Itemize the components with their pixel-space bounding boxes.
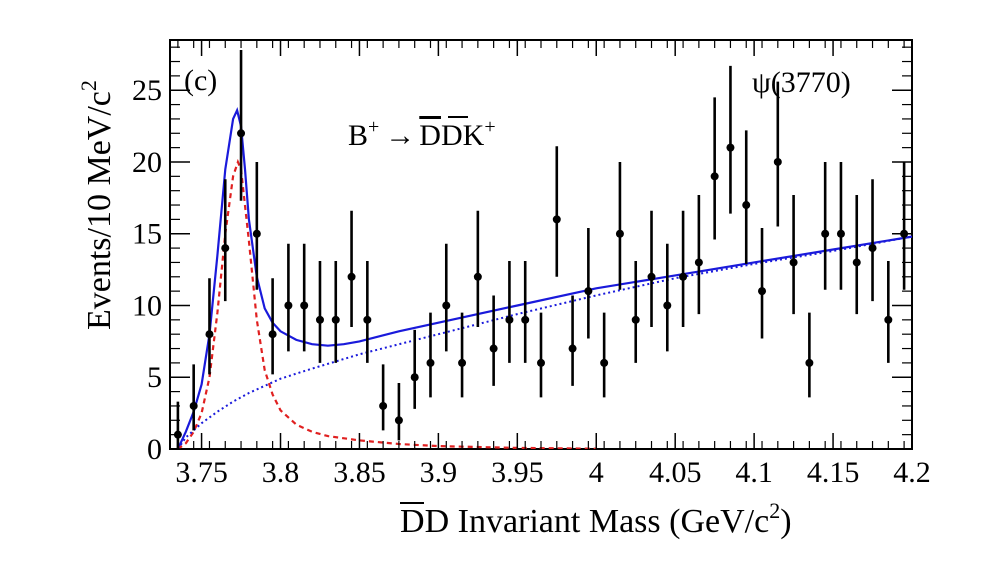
decay-rest: DK xyxy=(441,119,485,152)
data-point xyxy=(552,215,561,224)
data-point xyxy=(505,315,514,324)
y-axis-title-main: Events/10 MeV/c xyxy=(81,91,118,330)
data-point xyxy=(284,301,293,310)
y-tick-label: 15 xyxy=(132,218,162,251)
data-point xyxy=(473,272,482,281)
data-point xyxy=(852,258,861,267)
decay-arrow: → xyxy=(385,119,415,152)
panel-label: (c) xyxy=(184,64,217,97)
data-point xyxy=(694,258,703,267)
data-point xyxy=(710,172,719,181)
x-tick-label: 4.2 xyxy=(893,456,931,489)
y-tick-label: 25 xyxy=(132,74,162,107)
decay-lhs: B xyxy=(348,119,368,152)
x-tick-label: 3.75 xyxy=(175,456,228,489)
resonance-label: ψ(3770) xyxy=(752,66,851,99)
y-axis-title: Events/10 MeV/c2 xyxy=(76,80,118,330)
x-tick-label: 4.1 xyxy=(735,456,773,489)
decay-lhs-charge: + xyxy=(368,116,379,138)
data-point xyxy=(363,315,372,324)
data-point xyxy=(347,272,356,281)
data-point xyxy=(805,358,814,367)
data-point xyxy=(237,129,246,138)
x-tick-label: 3.9 xyxy=(420,456,458,489)
data-point xyxy=(252,229,261,238)
data-point xyxy=(268,330,277,339)
x-axis-title-dbar: D xyxy=(400,503,425,540)
data-point xyxy=(458,358,467,367)
x-tick-label: 4.15 xyxy=(807,456,860,489)
x-axis-title-tail: ) xyxy=(780,503,791,540)
data-point xyxy=(379,401,388,410)
data-point xyxy=(679,272,688,281)
data-point xyxy=(836,229,845,238)
data-point xyxy=(521,315,530,324)
x-tick-label: 3.95 xyxy=(491,456,544,489)
y-axis-title-sup: 2 xyxy=(76,80,101,91)
data-point xyxy=(821,229,830,238)
data-point xyxy=(442,301,451,310)
data-point xyxy=(568,344,577,353)
data-point xyxy=(647,272,656,281)
data-point xyxy=(758,287,767,296)
y-tick-label: 10 xyxy=(132,289,162,322)
x-tick-label: 4.05 xyxy=(649,456,702,489)
x-tick-label: 4 xyxy=(589,456,604,489)
data-point xyxy=(537,358,545,367)
data-point xyxy=(426,358,435,367)
curve-signal xyxy=(177,158,597,449)
data-point xyxy=(300,301,309,310)
y-tick-label: 5 xyxy=(147,361,162,394)
y-tick-label: 0 xyxy=(147,433,162,466)
data-point xyxy=(663,301,672,310)
data-point xyxy=(394,416,403,425)
decay-dbar: D xyxy=(419,119,441,152)
data-point xyxy=(742,201,751,210)
data-point xyxy=(615,229,624,238)
data-point xyxy=(315,315,324,324)
data-point xyxy=(189,401,198,410)
data-point xyxy=(221,244,230,253)
data-point xyxy=(884,315,893,324)
x-tick-label: 3.85 xyxy=(333,456,386,489)
data-point xyxy=(489,344,498,353)
decay-rest-charge: + xyxy=(484,116,495,138)
curve-background xyxy=(177,235,912,449)
x-axis-title-sup: 2 xyxy=(769,498,780,523)
x-axis-title: DD Invariant Mass (GeV/c2) xyxy=(400,498,792,540)
y-tick-label: 20 xyxy=(132,146,162,179)
data-point xyxy=(773,157,782,166)
data-point xyxy=(205,330,214,339)
data-point xyxy=(584,287,593,296)
data-point xyxy=(789,258,798,267)
x-tick-label: 3.8 xyxy=(262,456,300,489)
data-point xyxy=(600,358,609,367)
decay-annotation: B+ → DDK+ xyxy=(348,116,496,152)
data-point xyxy=(331,315,340,324)
data-point xyxy=(726,143,735,152)
x-axis-title-rest: D Invariant Mass (GeV/c xyxy=(425,503,770,540)
data-point xyxy=(410,373,419,382)
data-point xyxy=(868,244,877,253)
data-point xyxy=(631,315,640,324)
